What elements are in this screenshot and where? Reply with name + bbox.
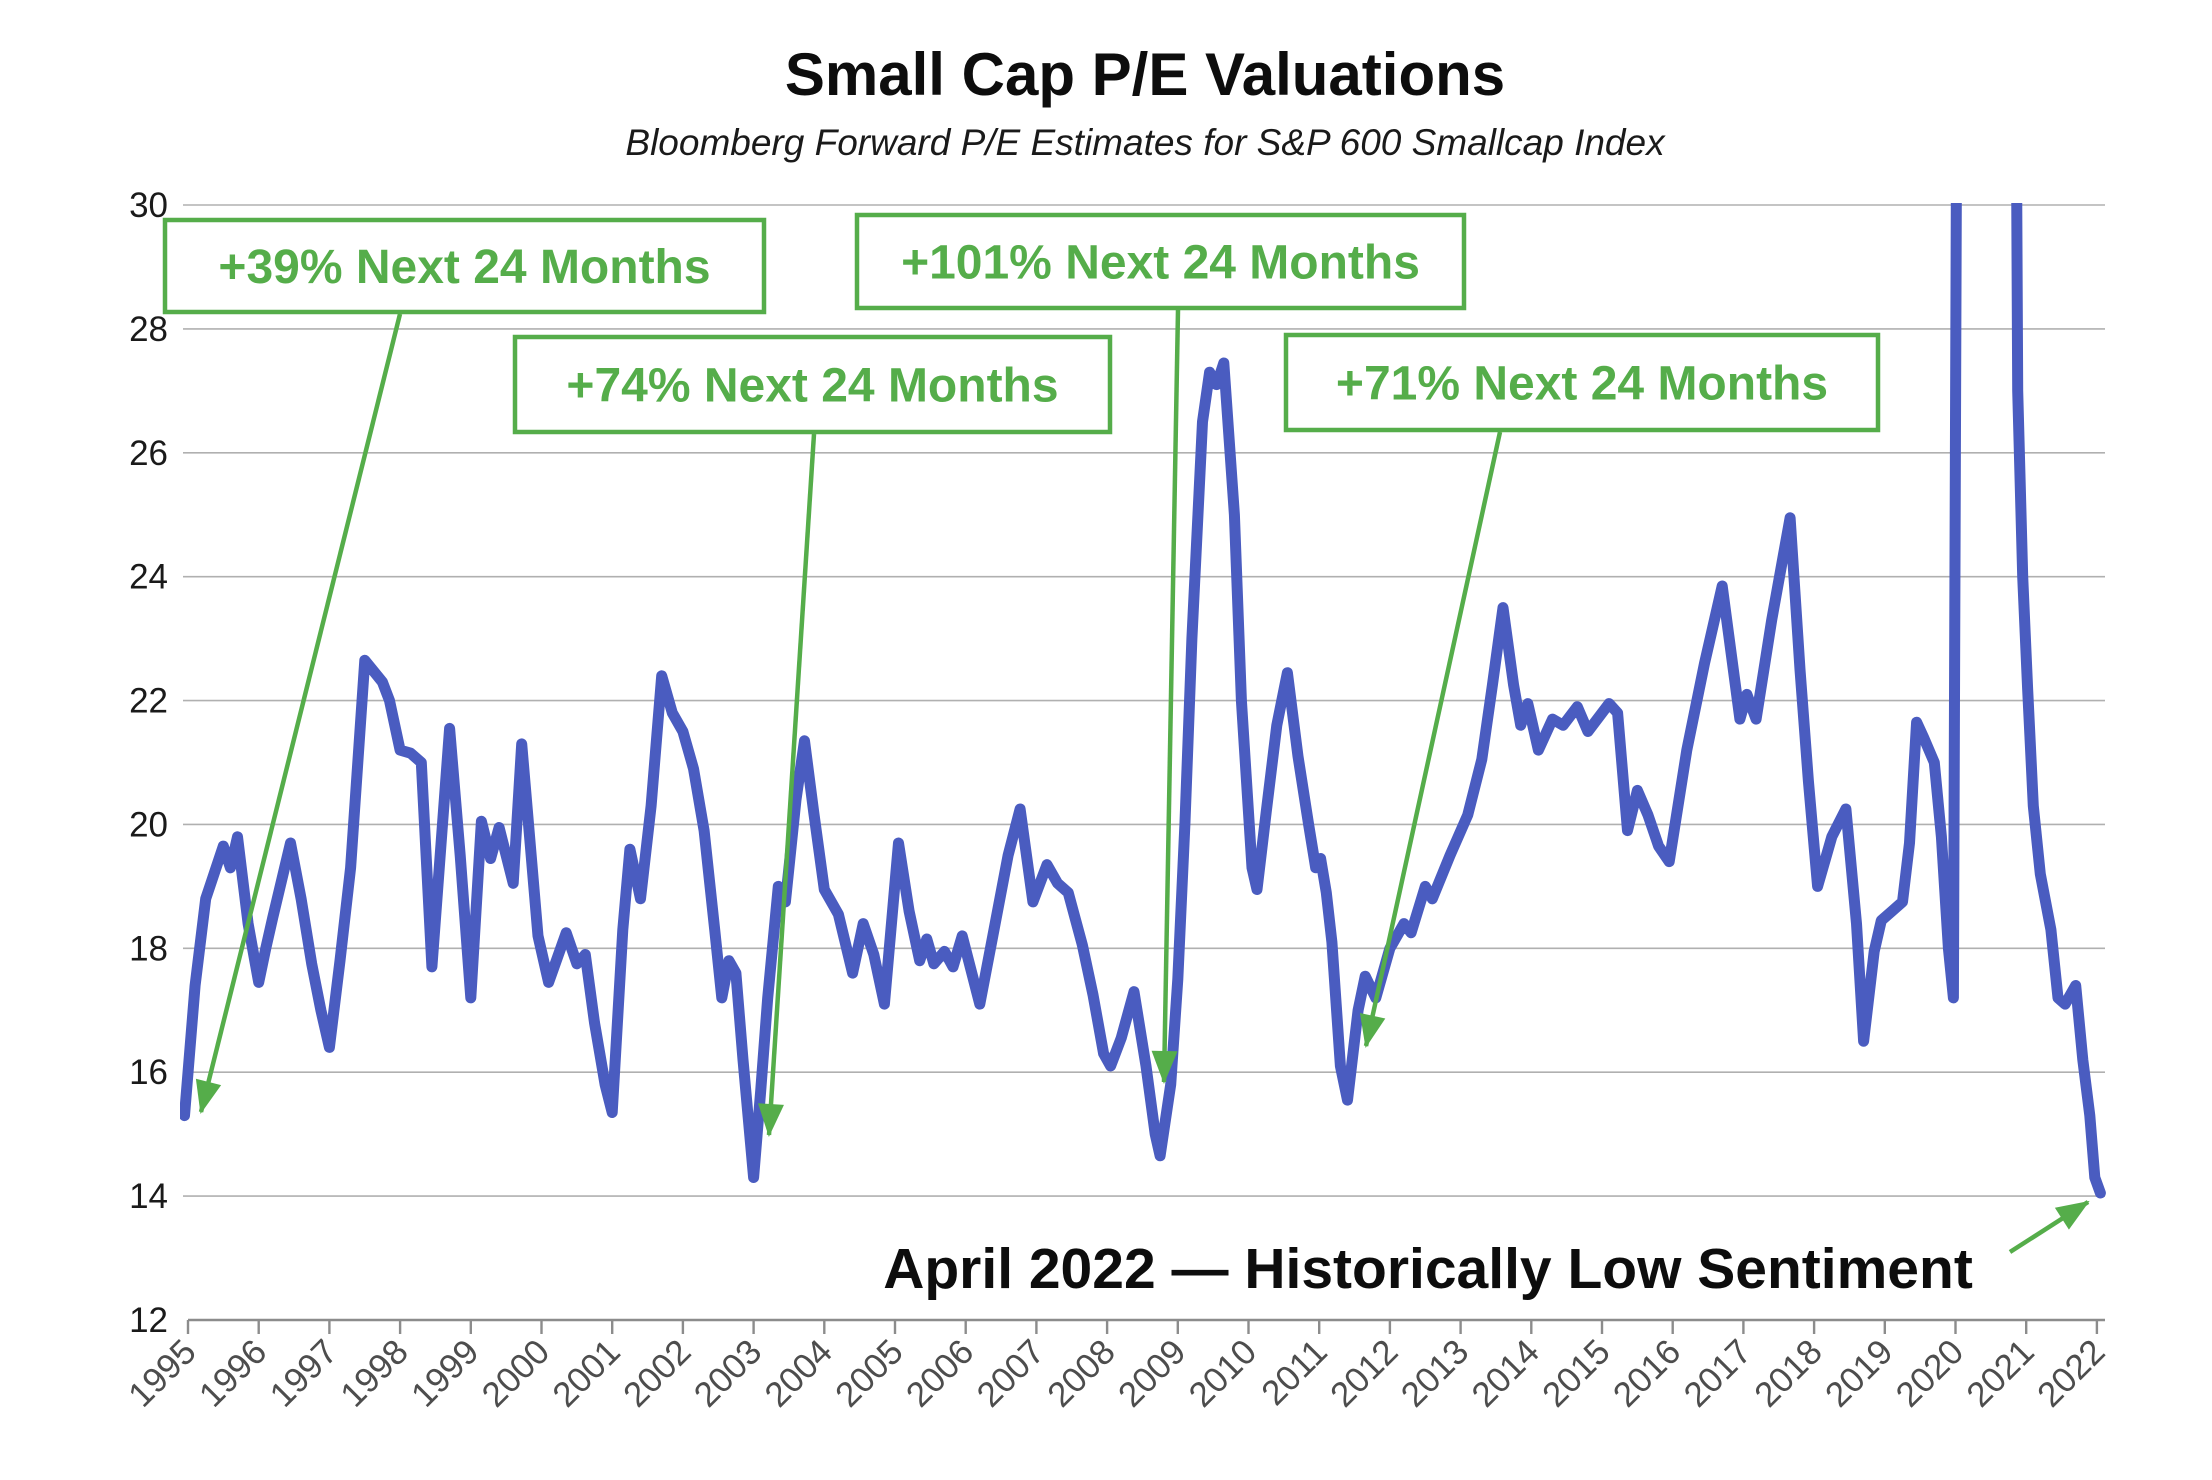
x-axis-label-2013: 2013 [1394,1332,1477,1415]
annotation-callouts: +39% Next 24 Months +74% Next 24 Months +1… [162,212,1881,1137]
x-axis-label-1999: 1999 [404,1332,487,1415]
callout-rect-2 [854,212,1467,311]
x-axis-label-2010: 2010 [1182,1332,1265,1415]
callout-rect-1 [512,334,1113,435]
y-axis-label-16: 16 [129,1053,168,1092]
callout-label-2: +101% Next 24 Months [901,237,1420,290]
y-axis-label-12: 12 [129,1301,168,1340]
x-axis-label-2001: 2001 [545,1332,628,1415]
x-axis-labels: 1995199619971998199920002001200220032004… [121,1332,2113,1415]
callout-label-3: +71% Next 24 Months [1336,358,1828,411]
callout-arrow-0 [195,313,403,1114]
x-axis-label-1997: 1997 [262,1332,345,1415]
y-axis-label-20: 20 [129,805,168,844]
x-axis-label-1995: 1995 [121,1332,204,1415]
x-axis-label-2012: 2012 [1323,1332,1406,1415]
y-axis-label-26: 26 [129,434,168,473]
y-axis-label-30: 30 [129,186,168,225]
chart-subtitle: Bloomberg Forward P/E Estimates for S&P … [625,122,1666,163]
x-axis-label-2006: 2006 [899,1332,982,1415]
x-axis-label-2007: 2007 [969,1332,1052,1415]
april-2022-note: April 2022 — Historically Low Sentiment [883,1237,1973,1301]
annotation-box-2: +101% Next 24 Months [854,212,1467,1084]
x-axis-label-2005: 2005 [828,1332,911,1415]
x-axis-label-2008: 2008 [1040,1332,1123,1415]
callout-label-0: +39% Next 24 Months [218,241,710,294]
x-axis-label-2002: 2002 [616,1332,699,1415]
x-axis-label-2015: 2015 [1535,1332,1618,1415]
callout-label-1: +74% Next 24 Months [566,360,1058,413]
chart-title: Small Cap P/E Valuations [785,41,1505,108]
y-axis-label-24: 24 [129,558,168,597]
y-axis-label-14: 14 [129,1177,168,1216]
x-axis-label-2003: 2003 [687,1332,770,1415]
x-axis-label-1998: 1998 [333,1332,416,1415]
bottom-note: April 2022 — Historically Low Sentiment [883,1200,2090,1301]
x-axis-label-2014: 2014 [1464,1332,1547,1415]
callout-arrow-2 [1151,309,1181,1084]
y-axis-label-28: 28 [129,310,168,349]
annotation-box-0: +39% Next 24 Months [162,217,767,1114]
callout-arrow-3 [1359,431,1503,1048]
x-axis-label-2019: 2019 [1818,1332,1901,1415]
x-axis-label-2018: 2018 [1747,1332,1830,1415]
x-axis [186,1318,2105,1334]
april-2022-arrow [2008,1200,2090,1254]
callout-rect-0 [162,217,767,315]
annotation-box-1: +74% Next 24 Months [512,334,1113,1137]
y-axis-labels: 12 14 16 18 20 22 24 26 28 30 [129,186,168,1340]
y-axis-label-22: 22 [129,682,168,721]
x-axis-label-2022: 2022 [2030,1332,2113,1415]
callout-rect-3 [1283,332,1881,433]
callout-arrow-1 [758,433,817,1137]
x-axis-label-2017: 2017 [1676,1332,1759,1415]
x-axis-label-2016: 2016 [1606,1332,1689,1415]
x-axis-label-2020: 2020 [1889,1332,1972,1415]
x-axis-label-2011: 2011 [1254,1332,1335,1413]
y-axis-label-18: 18 [129,929,168,968]
x-axis-label-2004: 2004 [757,1332,840,1415]
x-axis-label-1996: 1996 [192,1332,275,1415]
x-axis-label-2009: 2009 [1111,1332,1194,1415]
annotation-box-3: +71% Next 24 Months [1283,332,1881,1048]
x-axis-label-2000: 2000 [475,1332,558,1415]
x-axis-label-2021: 2021 [1959,1332,2042,1415]
series-lines [180,203,2106,1199]
pe-line-series-0 [180,203,2106,1199]
